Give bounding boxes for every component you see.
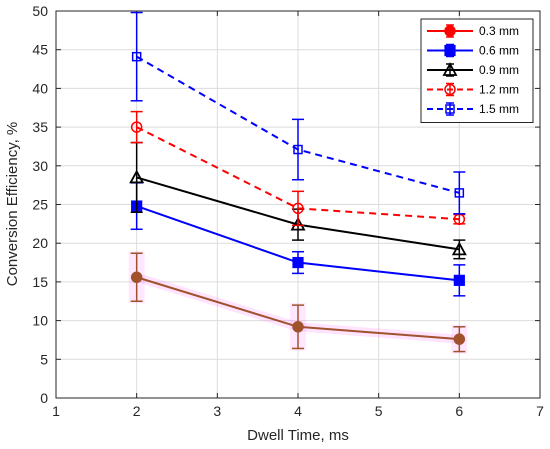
x-tick-label: 2 xyxy=(133,403,141,419)
plot-frame xyxy=(55,10,541,399)
legend-marker xyxy=(442,62,458,76)
legend-item-1-2-mm: 1.2 mm xyxy=(427,83,519,97)
legend-item-1-5-mm: 1.5 mm xyxy=(427,102,519,116)
y-tick-label: 0 xyxy=(40,390,48,406)
data-point xyxy=(292,202,304,215)
legend-marker xyxy=(444,83,456,96)
data-point xyxy=(129,169,145,184)
legend: 0.3 mm 0.6 mm 0.9 mm 1.2 mm 1.5 mm xyxy=(420,18,534,123)
x-axis-title: Dwell Time, ms xyxy=(247,427,349,444)
series-group xyxy=(129,11,467,353)
y-axis-title: Conversion Efficiency, % xyxy=(4,122,21,287)
data-point xyxy=(454,188,465,198)
data-point xyxy=(130,121,143,133)
y-tick-label: 40 xyxy=(32,80,48,96)
data-point xyxy=(290,216,306,231)
y-tick-label: 30 xyxy=(32,158,48,174)
data-point xyxy=(130,271,143,284)
series-1-5-mm xyxy=(130,11,466,215)
legend-label: 0.9 mm xyxy=(479,63,519,77)
data-point xyxy=(292,256,304,269)
x-axis-ticks: 1 2 3 4 5 6 7 xyxy=(52,11,544,419)
y-tick-label: 45 xyxy=(32,42,48,58)
y-tick-label: 5 xyxy=(40,351,48,367)
legend-item-0-3-mm: 0.3 mm xyxy=(427,24,519,38)
data-point xyxy=(453,274,465,286)
y-axis-ticks: 0 5 10 15 20 25 30 35 40 45 50 xyxy=(32,3,540,406)
legend-item-0-6-mm: 0.6 mm xyxy=(427,44,519,58)
legend-label: 0.6 mm xyxy=(479,44,519,58)
series-0-3-mm xyxy=(130,252,466,353)
legend-label: 0.3 mm xyxy=(479,24,519,38)
series-1-2-mm xyxy=(130,110,466,227)
y-tick-label: 35 xyxy=(32,119,48,135)
data-point xyxy=(131,51,142,62)
x-tick-label: 1 xyxy=(52,403,60,419)
legend-marker xyxy=(445,104,455,114)
x-tick-label: 6 xyxy=(455,403,463,419)
data-point xyxy=(451,241,467,256)
x-tick-label: 7 xyxy=(536,403,544,419)
data-point xyxy=(453,333,466,345)
legend-label: 1.2 mm xyxy=(479,83,519,97)
y-tick-label: 20 xyxy=(32,235,48,251)
y-tick-label: 50 xyxy=(32,3,48,19)
y-tick-label: 15 xyxy=(32,274,48,290)
x-tick-label: 3 xyxy=(213,403,221,419)
x-tick-label: 4 xyxy=(294,403,302,419)
y-tick-label: 10 xyxy=(32,313,48,329)
legend-marker xyxy=(444,25,456,37)
legend-label: 1.5 mm xyxy=(479,102,519,116)
legend-item-0-9-mm: 0.9 mm xyxy=(427,62,519,77)
x-tick-label: 5 xyxy=(375,403,383,419)
data-point xyxy=(292,321,304,333)
y-tick-label: 25 xyxy=(32,197,48,213)
data-point xyxy=(293,144,303,155)
legend-marker xyxy=(444,44,456,57)
